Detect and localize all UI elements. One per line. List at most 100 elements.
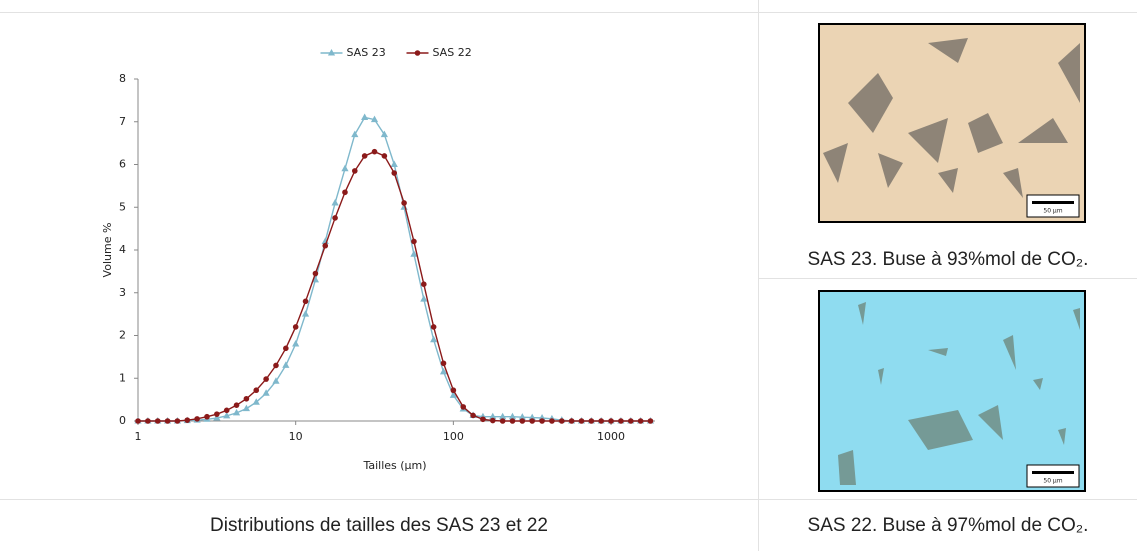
marker: [322, 242, 329, 249]
marker: [410, 250, 418, 257]
marker: [420, 295, 428, 302]
marker: [262, 389, 270, 396]
marker: [361, 153, 368, 159]
marker: [351, 130, 359, 138]
marker: [440, 360, 447, 367]
marker: [414, 50, 421, 56]
scale-label: 50 µm: [1043, 208, 1062, 215]
marker: [194, 416, 200, 422]
marker: [243, 395, 250, 402]
marker: [519, 418, 526, 424]
marker: [213, 414, 221, 421]
marker: [145, 418, 151, 424]
marker: [292, 324, 299, 330]
scale-bar: [1032, 201, 1074, 204]
marker: [518, 413, 526, 420]
x-axis-label: Tailles (µm): [362, 459, 426, 472]
chart-caption: Distributions de tailles des SAS 23 et 2…: [210, 515, 548, 536]
marker: [301, 310, 310, 317]
marker: [204, 413, 210, 420]
crystals: [838, 302, 1080, 485]
image-caption: SAS 23. Buse à 93%mol de CO₂.: [807, 249, 1089, 270]
marker: [272, 377, 280, 384]
marker: [184, 417, 191, 423]
marker: [252, 398, 260, 405]
marker: [450, 387, 457, 394]
divider: [0, 499, 1137, 501]
marker: [371, 148, 378, 155]
marker: [135, 418, 141, 424]
y-tick-label: 7: [119, 115, 126, 128]
marker: [508, 412, 517, 420]
marker: [391, 170, 398, 176]
image-caption: SAS 22. Buse à 97%mol de CO₂.: [807, 515, 1089, 536]
marker: [449, 391, 457, 398]
marker: [332, 215, 338, 221]
marker: [223, 411, 231, 419]
scale-label: 50 µm: [1043, 478, 1062, 485]
marker: [421, 281, 427, 288]
marker: [549, 418, 555, 424]
marker: [283, 345, 289, 352]
marker: [529, 418, 535, 424]
marker: [390, 160, 398, 167]
marker: [214, 411, 220, 417]
marker: [489, 412, 497, 420]
legend-label: SAS 23: [347, 46, 386, 59]
marker: [311, 275, 320, 283]
marker: [154, 418, 161, 424]
marker: [361, 113, 369, 120]
marker: [430, 335, 438, 343]
marker: [430, 324, 437, 330]
marker: [439, 367, 448, 375]
marker: [499, 418, 506, 424]
marker: [327, 49, 336, 56]
marker: [302, 298, 309, 305]
marker: [578, 418, 585, 424]
x-tick-label: 100: [443, 430, 464, 443]
marker: [627, 418, 634, 424]
marker: [509, 418, 516, 424]
y-axis-label: Volume %: [101, 223, 114, 278]
marker: [273, 362, 279, 369]
legend-label: SAS 22: [433, 46, 472, 59]
marker: [341, 164, 349, 172]
x-tick-label: 10: [289, 430, 303, 443]
marker: [480, 416, 486, 423]
marker: [558, 418, 565, 424]
marker: [232, 408, 241, 416]
marker: [370, 115, 379, 123]
crystals: [823, 38, 1080, 198]
marker: [263, 376, 269, 382]
y-tick-label: 5: [119, 200, 126, 213]
marker: [292, 340, 300, 347]
marker: [381, 153, 388, 159]
marker: [411, 238, 417, 245]
marker: [460, 404, 467, 410]
micrograph: 50 µm: [818, 290, 1086, 492]
marker: [331, 198, 339, 206]
marker: [470, 412, 476, 419]
marker: [618, 418, 624, 424]
marker: [282, 361, 290, 368]
marker: [242, 404, 251, 412]
series-line: [138, 150, 651, 422]
marker: [164, 418, 171, 424]
marker: [352, 168, 358, 174]
marker: [380, 130, 388, 138]
image-frame: [818, 290, 1086, 492]
marker: [539, 418, 545, 424]
y-tick-label: 2: [119, 329, 126, 342]
marker: [588, 418, 595, 424]
marker: [233, 402, 240, 408]
scale-box: [1026, 464, 1080, 488]
divider: [759, 278, 1137, 280]
y-tick-label: 6: [119, 158, 126, 171]
marker: [499, 412, 507, 420]
y-tick-label: 3: [119, 286, 126, 299]
marker: [637, 418, 644, 424]
divider: [758, 0, 760, 551]
y-tick-label: 0: [119, 414, 126, 427]
x-tick-label: 1000: [597, 430, 625, 443]
